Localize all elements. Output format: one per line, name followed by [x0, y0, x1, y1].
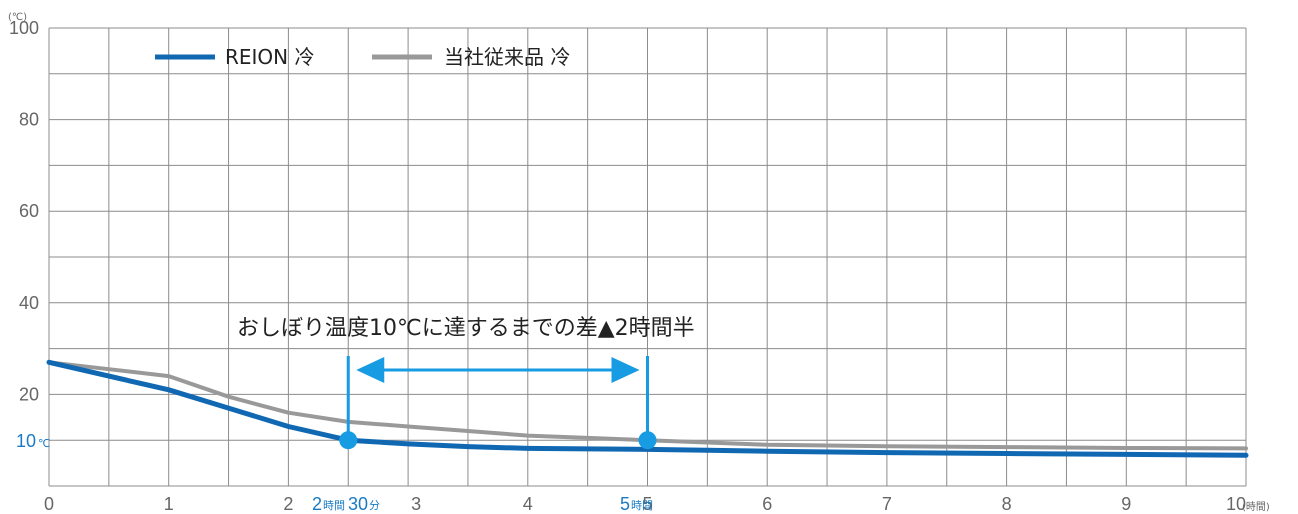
arrow-head-left [356, 357, 385, 383]
x-tick-label: 1 [164, 494, 174, 514]
marker-label-1-minutes-unit: 分 [369, 499, 380, 512]
y-tick-label: 60 [19, 201, 39, 221]
y-axis-ticks: 100 80 60 40 20 [9, 18, 39, 404]
difference-annotation: おしぼり温度10℃に達するまでの差▲2時間半 [237, 316, 695, 441]
markers [339, 431, 657, 450]
legend-label-conventional: 当社従来品 冷 [444, 45, 570, 69]
y-tick-label: 20 [19, 384, 39, 404]
x-unit-label: (時間) [1242, 501, 1270, 513]
x-tick-label: 8 [1002, 494, 1012, 514]
y-tick-label: 80 [19, 110, 39, 130]
grid [48, 27, 1247, 487]
y-unit-label: (℃) [8, 12, 27, 23]
marker-label-1-hours: 2 [312, 494, 322, 514]
highlight-y-label: 10 ℃ [16, 431, 50, 451]
x-tick-label: 0 [44, 494, 54, 514]
series-line-reion [46, 359, 1249, 458]
series-line-conventional [47, 360, 1248, 451]
annotation-text: おしぼり温度10℃に達するまでの差▲2時間半 [237, 316, 695, 341]
y-tick-label: 100 [9, 18, 39, 38]
x-tick-label: 5 [642, 494, 652, 514]
marker-label-1-hours-unit: 時間 [323, 499, 345, 512]
marker-point-1 [339, 431, 358, 450]
marker-label-1-minutes: 30 [348, 494, 368, 514]
marker-point-2 [638, 431, 657, 450]
highlight-y-unit: ℃ [38, 437, 50, 450]
x-axis-ticks: 0 1 2 3 4 5 6 7 8 9 10 [44, 494, 1246, 514]
highlight-y-value: 10 [16, 431, 36, 451]
marker-label-2-hours: 5 [620, 494, 630, 514]
x-tick-label: 10 [1226, 494, 1246, 514]
arrow-head-right [611, 357, 640, 383]
series-lines [46, 359, 1249, 458]
x-tick-label: 9 [1121, 494, 1131, 514]
x-tick-label: 3 [411, 494, 421, 514]
x-tick-label: 2 [283, 494, 293, 514]
x-tick-label: 7 [882, 494, 892, 514]
x-tick-label: 6 [762, 494, 772, 514]
y-tick-label: 40 [19, 293, 39, 313]
marker-label-2: 5 時間 [620, 494, 653, 514]
marker-label-1: 2 時間 30 分 [312, 494, 380, 514]
marker-label-2-hours-unit: 時間 [631, 499, 653, 512]
x-tick-label: 4 [523, 494, 533, 514]
legend: REION 冷 当社従来品 冷 [155, 45, 570, 69]
legend-label-reion: REION 冷 [225, 45, 315, 69]
